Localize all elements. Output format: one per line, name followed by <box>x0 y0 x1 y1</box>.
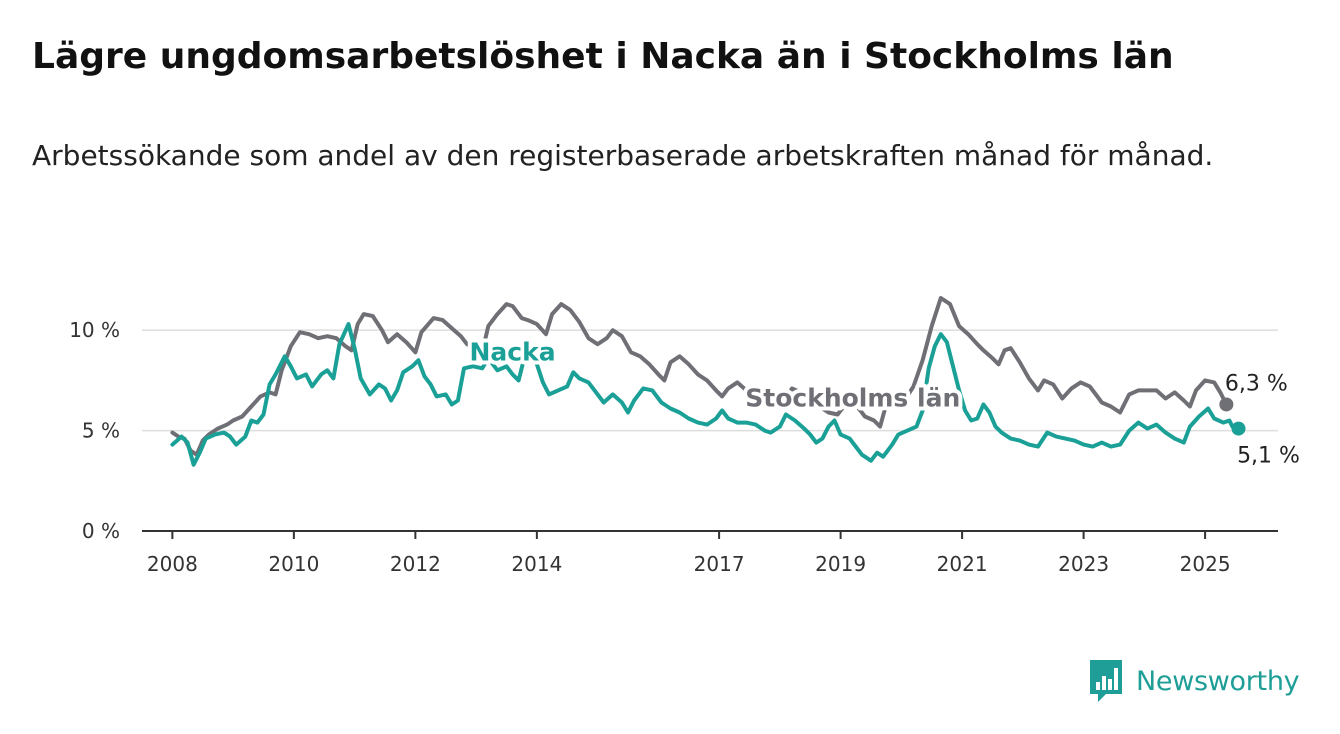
series-line-1 <box>170 322 1241 467</box>
series-end-point-1 <box>1231 421 1246 436</box>
x-tick-label-7: 2023 <box>1058 552 1109 576</box>
newsworthy-chart-icon <box>1090 660 1122 702</box>
y-tick-label-1: 5 % <box>82 419 120 443</box>
grid-lines <box>142 329 1278 432</box>
x-tick-label-8: 2025 <box>1180 552 1231 576</box>
x-tick-label-2: 2012 <box>390 552 441 576</box>
series-label-1: Nacka <box>470 337 556 366</box>
brand-logo: Newsworthy <box>1088 658 1300 704</box>
x-tick-label-6: 2021 <box>937 552 988 576</box>
x-tick-label-1: 2010 <box>268 552 319 576</box>
series-label-0: Stockholms län <box>745 383 960 412</box>
line-chart: 0 %5 %10 % 2008 2010 2012 2014 2017 2019 2021 2… <box>69 296 1300 576</box>
y-axis-ticks: 0 % 5 % 10 % <box>69 318 120 543</box>
x-tick-label-4: 2017 <box>694 552 745 576</box>
x-tick-label-5: 2019 <box>815 552 866 576</box>
x-axis: 2008 2010 2012 2014 2017 2019 2021 2023 2025 <box>142 530 1278 576</box>
chart-title: Lägre ungdomsarbetslöshet i Nacka än i S… <box>32 36 1174 77</box>
series-end-label-0: 6,3 % <box>1225 371 1288 396</box>
series-end-label-1: 5,1 % <box>1237 444 1300 469</box>
x-tick-label-0: 2008 <box>147 552 198 576</box>
brand-name: Newsworthy <box>1136 665 1300 697</box>
chart-subtitle: Arbetssökande som andel av den registerb… <box>32 139 1214 172</box>
x-tick-label-3: 2014 <box>511 552 562 576</box>
y-tick-label-0: 0 % <box>82 519 120 543</box>
series-labels: 6,3 % Stockholms län 5,1 % Nacka <box>466 333 1300 469</box>
series-end-point-0 <box>1219 397 1234 412</box>
series-lines <box>170 296 1246 467</box>
y-tick-label-2: 10 % <box>69 318 120 342</box>
